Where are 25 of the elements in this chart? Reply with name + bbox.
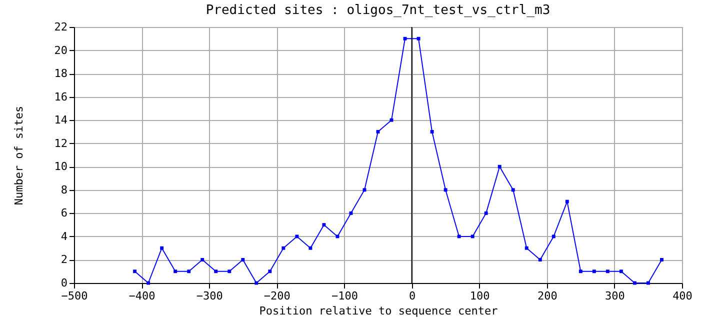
y-tick-label: 6 [60,206,68,220]
x-tick-label: 0 [408,290,416,302]
x-axis-title: Position relative to sequence center [259,304,498,318]
chart-title: Predicted sites : oligos_7nt_test_vs_ctrl_m3 [206,3,550,18]
x-tick-label: −300 [196,290,223,302]
y-tick-label: 0 [60,276,68,290]
y-tick-label: 4 [60,230,68,243]
x-tick-label: −500 [61,290,88,302]
x-tick-label: 200 [537,290,558,302]
x-tick-label: −400 [128,290,156,302]
x-tick-label: 400 [672,290,692,302]
y-axis-title: Number of sites [12,106,26,206]
x-tick-label: −200 [264,290,290,302]
x-tick-label: 300 [605,290,625,302]
y-tick-label: 20 [54,44,68,57]
y-tick-label: 8 [60,183,68,196]
y-tick-label: 18 [54,67,68,80]
y-tick-label: 12 [54,136,68,150]
y-tick-label: 10 [54,160,68,174]
y-tick-label: 16 [54,90,68,104]
y-tick-label: 22 [54,20,68,34]
y-tick-label: 14 [54,114,68,127]
y-tick-label: 2 [60,253,68,266]
x-tick-label: −100 [331,290,358,302]
x-tick-label: 100 [470,290,490,302]
